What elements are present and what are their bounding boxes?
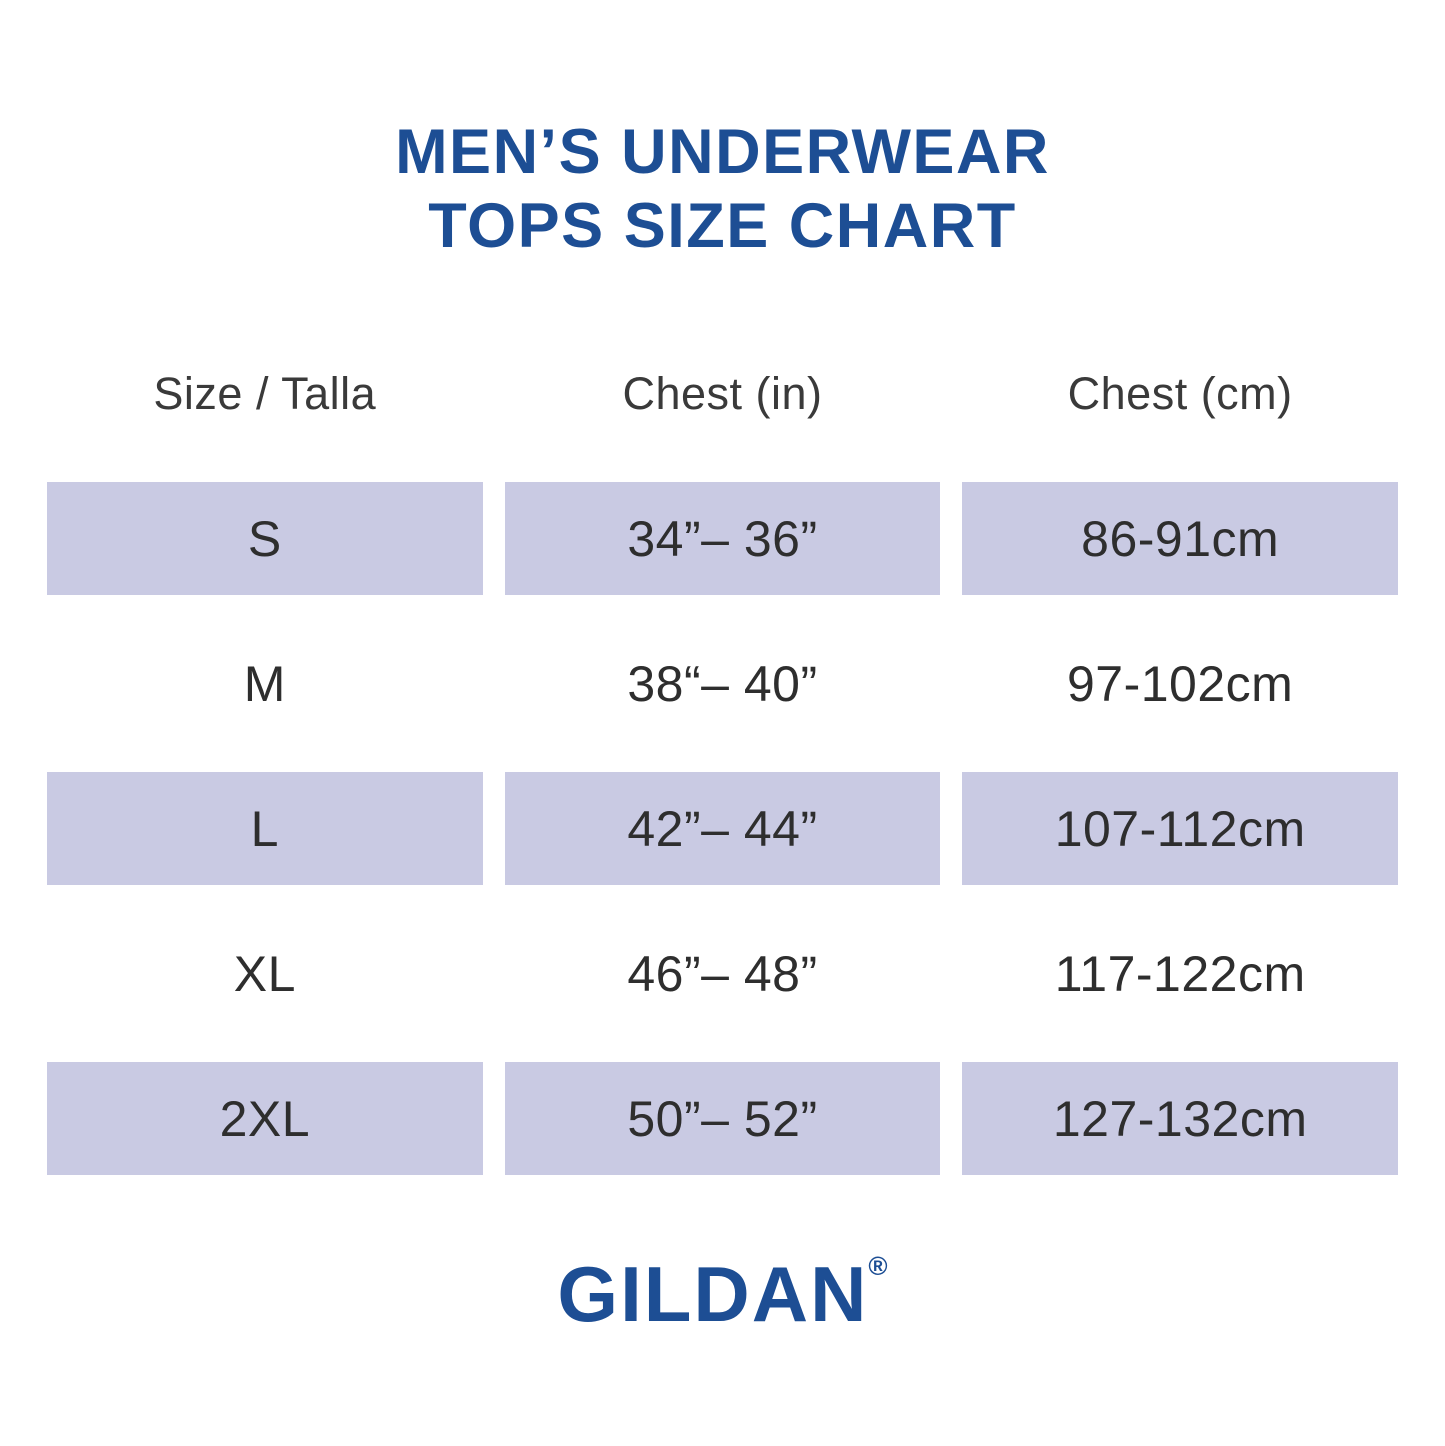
header-cell-chest-cm: Chest (cm): [1067, 367, 1293, 419]
brand-logo: GILDAN®: [0, 1253, 1445, 1333]
header-cell-size: Size / Talla: [153, 367, 377, 419]
table-row: XL 46”– 48” 117-122cm: [47, 901, 1398, 1046]
header-cell-chest-in: Chest (in): [622, 367, 823, 419]
cell-size: L: [47, 772, 483, 886]
cell-chest-in: 42”– 44”: [504, 772, 941, 886]
table-header-row: Size / Talla Chest (in) Chest (cm): [47, 321, 1398, 466]
cell-size: M: [243, 655, 286, 712]
cell-size: 2XL: [47, 1062, 483, 1176]
cell-chest-cm: 127-132cm: [962, 1062, 1398, 1176]
table-row: S 34”– 36” 86-91cm: [47, 466, 1398, 611]
cell-chest-in: 34”– 36”: [504, 482, 941, 596]
page-title-line2: TOPS SIZE CHART: [428, 190, 1017, 261]
cell-chest-in: 38“– 40”: [627, 655, 818, 712]
cell-chest-cm: 107-112cm: [962, 772, 1398, 886]
cell-size: XL: [233, 945, 296, 1002]
table-row: L 42”– 44” 107-112cm: [47, 756, 1398, 901]
cell-chest-cm: 117-122cm: [1054, 945, 1306, 1002]
cell-chest-in: 46”– 48”: [627, 945, 818, 1002]
table-row: 2XL 50”– 52” 127-132cm: [47, 1046, 1398, 1191]
table-body: S 34”– 36” 86-91cm M 38“– 40” 97-102cm L…: [47, 466, 1398, 1191]
brand-logo-text: GILDAN: [557, 1250, 869, 1339]
page-title-line1: MEN’S UNDERWEAR: [395, 117, 1050, 187]
cell-chest-cm: 97-102cm: [1066, 655, 1294, 712]
cell-chest-in: 50”– 52”: [504, 1062, 941, 1176]
size-table: Size / Talla Chest (in) Chest (cm) S 34”…: [47, 321, 1398, 1191]
table-row: M 38“– 40” 97-102cm: [47, 611, 1398, 756]
page-title: MEN’S UNDERWEAR TOPS SIZE CHART: [0, 0, 1445, 263]
cell-chest-cm: 86-91cm: [962, 482, 1398, 596]
cell-size: S: [47, 482, 483, 596]
registered-trademark-icon: ®: [868, 1251, 888, 1282]
